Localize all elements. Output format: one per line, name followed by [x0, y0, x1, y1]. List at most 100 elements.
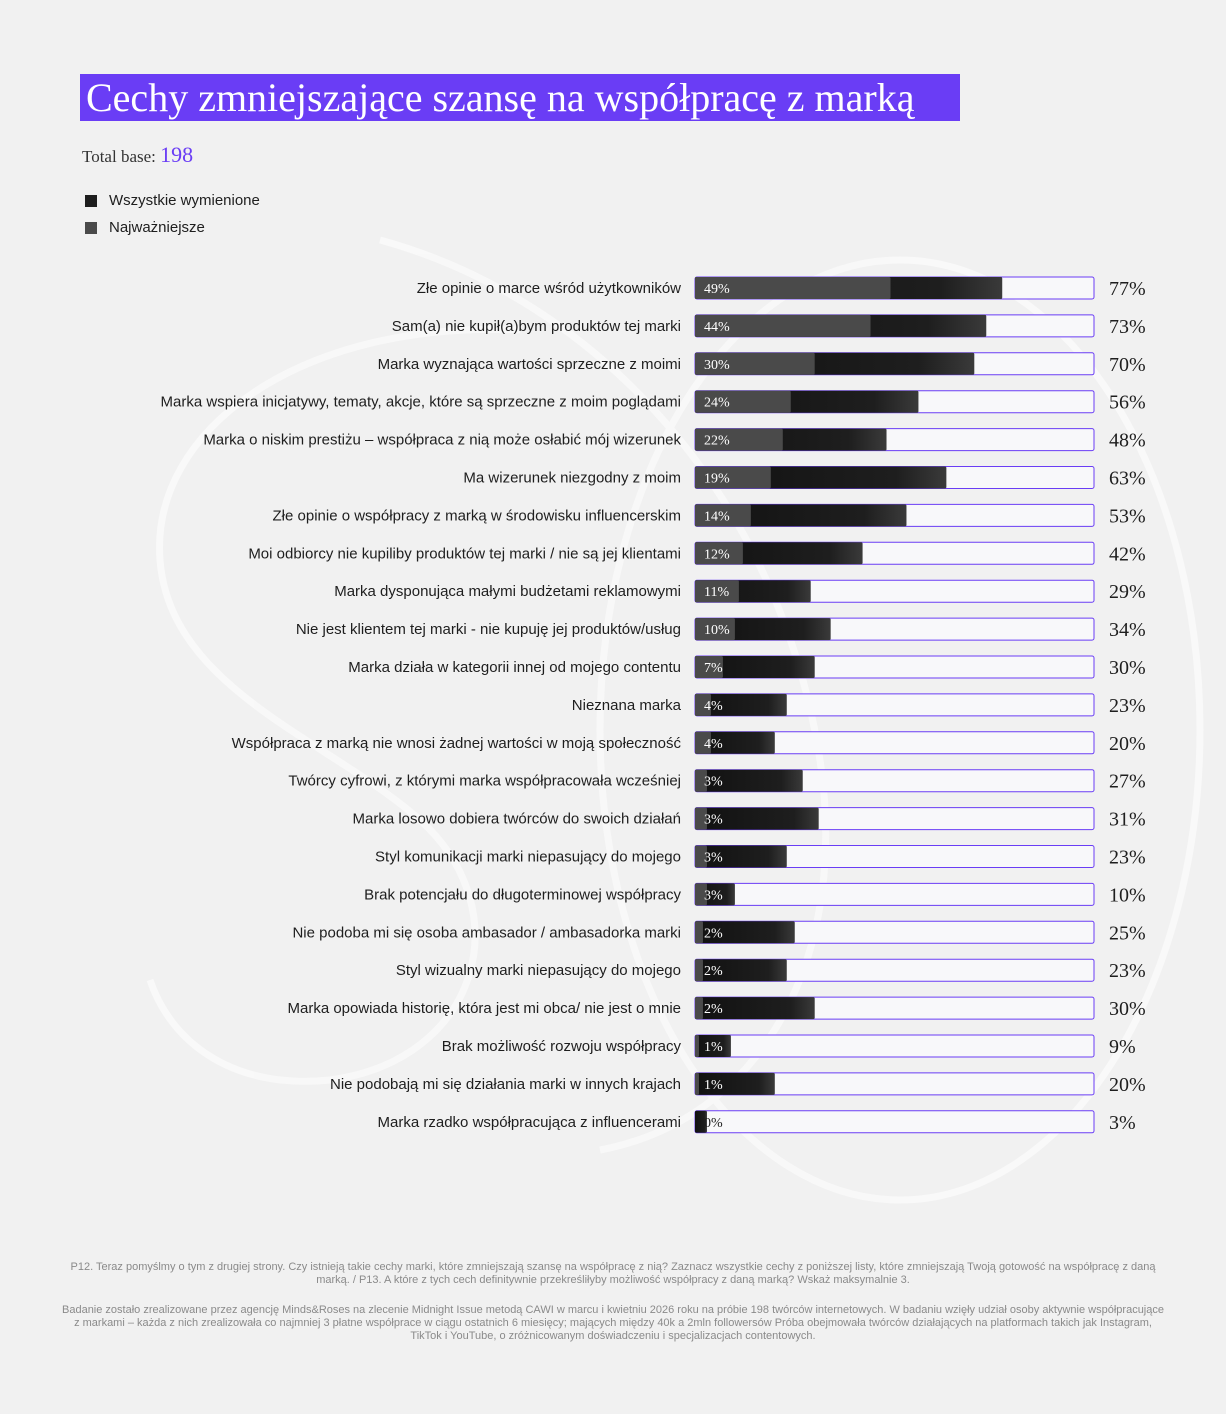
category-label: Marka rzadko współpracująca z influencer… — [378, 1114, 681, 1131]
important-value-label: 19% — [704, 472, 730, 487]
all-value-label: 25% — [1109, 922, 1146, 944]
important-value-label: 44% — [704, 320, 730, 335]
category-label: Marka wspiera inicjatywy, tematy, akcje,… — [161, 394, 681, 411]
important-value-label: 24% — [704, 396, 730, 411]
category-label: Nie jest klientem tej marki - nie kupuję… — [296, 621, 681, 638]
bar-important — [695, 656, 723, 678]
category-label: Współpraca z marką nie wnosi żadnej wart… — [232, 735, 682, 752]
bar-row: Ma wizerunek niezgodny z moim 19% 63% — [463, 466, 1146, 490]
bar-important — [695, 314, 871, 337]
bar-important — [695, 1072, 699, 1095]
category-label: Marka wyznająca wartości sprzeczne z moi… — [378, 356, 681, 373]
all-value-label: 73% — [1109, 316, 1146, 338]
bar-row: Brak możliwość rozwoju współpracy 1% 9% — [442, 1034, 1136, 1058]
bar-row: Styl komunikacji marki niepasujący do mo… — [375, 845, 1146, 869]
all-value-label: 48% — [1109, 430, 1146, 452]
bar-important — [695, 845, 707, 868]
important-value-label: 1% — [704, 1078, 723, 1093]
bar-row: Brak potencjału do długoterminowej współ… — [364, 882, 1146, 906]
bar-important — [695, 466, 771, 489]
bar-important — [695, 693, 711, 716]
bar-important — [695, 618, 735, 641]
legend-swatch-all — [85, 194, 97, 207]
category-label: Brak możliwość rozwoju współpracy — [442, 1038, 682, 1055]
bar-important — [695, 921, 703, 944]
bar-all — [695, 921, 795, 944]
bar-all — [695, 1072, 775, 1095]
category-label: Złe opinie o marce wśród użytkowników — [417, 280, 681, 297]
important-value-label: 7% — [704, 661, 723, 676]
all-value-label: 23% — [1109, 695, 1146, 717]
all-value-label: 3% — [1109, 1112, 1136, 1134]
important-value-label: 12% — [704, 547, 730, 562]
all-value-label: 30% — [1109, 998, 1146, 1020]
category-label: Styl wizualny marki niepasujący do mojeg… — [396, 962, 681, 979]
bar-row: Marka wspiera inicjatywy, tematy, akcje,… — [161, 390, 1146, 414]
category-label: Złe opinie o współpracy z marką w środow… — [273, 507, 682, 524]
bar-row: Styl wizualny marki niepasujący do mojeg… — [396, 958, 1146, 982]
total-base-value: 198 — [160, 142, 194, 167]
category-label: Brak potencjału do długoterminowej współ… — [364, 886, 681, 903]
page-title: Cechy zmniejszające szansę na współpracę… — [86, 75, 915, 120]
bar-row: Współpraca z marką nie wnosi żadnej wart… — [232, 731, 1146, 755]
bar-important — [695, 769, 707, 792]
important-value-label: 14% — [704, 509, 730, 524]
bar-row: Sam(a) nie kupił(a)bym produktów tej mar… — [392, 314, 1146, 338]
all-value-label: 29% — [1109, 581, 1146, 603]
category-label: Ma wizerunek niezgodny z moim — [463, 470, 681, 487]
all-value-label: 23% — [1109, 847, 1146, 869]
bar-important — [695, 542, 743, 565]
important-value-label: 0% — [704, 1116, 723, 1131]
bar-track — [694, 882, 1095, 906]
bar-important — [695, 883, 707, 906]
all-value-label: 20% — [1109, 1074, 1146, 1096]
bar-row: Marka działa w kategorii innej od mojego… — [348, 655, 1146, 679]
category-label: Marka losowo dobiera twórców do swoich d… — [353, 811, 682, 828]
all-value-label: 31% — [1109, 809, 1146, 831]
important-value-label: 1% — [704, 1040, 723, 1055]
important-value-label: 22% — [704, 434, 730, 449]
bar-important — [695, 997, 703, 1020]
all-value-label: 63% — [1109, 468, 1146, 490]
category-label: Styl komunikacji marki niepasujący do mo… — [375, 849, 681, 866]
important-value-label: 2% — [704, 964, 723, 979]
bar-track — [694, 1034, 1095, 1058]
bar-all — [695, 807, 819, 830]
bar-row: Nie jest klientem tej marki - nie kupuję… — [296, 617, 1146, 641]
all-value-label: 23% — [1109, 960, 1146, 982]
bar-all — [695, 656, 815, 678]
title-banner: Cechy zmniejszające szansę na współpracę… — [80, 74, 960, 121]
bar-row: Moi odbiorcy nie kupiliby produktów tej … — [248, 541, 1146, 565]
category-label: Marka działa w kategorii innej od mojego… — [348, 659, 681, 676]
bar-row: Marka opowiada historię, która jest mi o… — [287, 996, 1146, 1020]
important-value-label: 10% — [704, 623, 730, 638]
category-label: Twórcy cyfrowi, z którymi marka współpra… — [288, 773, 681, 790]
bar-row: Marka o niskim prestiżu – współpraca z n… — [203, 428, 1146, 452]
important-value-label: 49% — [704, 282, 730, 297]
bar-important — [695, 504, 751, 527]
all-value-label: 20% — [1109, 733, 1146, 755]
all-value-label: 30% — [1109, 657, 1146, 679]
category-label: Marka o niskim prestiżu – współpraca z n… — [203, 432, 681, 449]
bar-important — [695, 390, 791, 413]
important-value-label: 3% — [704, 851, 723, 866]
category-label: Nieznana marka — [572, 697, 682, 714]
bar-row: Nie podobają mi się działania marki w in… — [330, 1072, 1146, 1096]
all-value-label: 9% — [1109, 1036, 1136, 1058]
bar-row: Marka wyznająca wartości sprzeczne z moi… — [378, 352, 1146, 376]
important-value-label: 4% — [704, 737, 723, 752]
category-label: Moi odbiorcy nie kupiliby produktów tej … — [248, 545, 681, 562]
footer-methodology: Badanie zostało zrealizowane przez agenc… — [62, 1304, 1164, 1342]
bar-all — [695, 959, 787, 982]
bar-track — [694, 1110, 1095, 1134]
bar-row: Nieznana marka 4% 23% — [572, 693, 1146, 717]
category-label: Marka dysponująca małymi budżetami rekla… — [334, 583, 681, 600]
chart-legend: Wszystkie wymienione Najważniejsze — [85, 187, 260, 241]
category-label: Marka opowiada historię, która jest mi o… — [287, 1000, 681, 1017]
bar-row: Nie podoba mi się osoba ambasador / amba… — [292, 920, 1146, 944]
bar-important — [695, 807, 707, 830]
bar-important — [695, 959, 703, 982]
legend-item-important: Najważniejsze — [85, 214, 260, 241]
legend-item-all: Wszystkie wymienione — [85, 187, 260, 214]
